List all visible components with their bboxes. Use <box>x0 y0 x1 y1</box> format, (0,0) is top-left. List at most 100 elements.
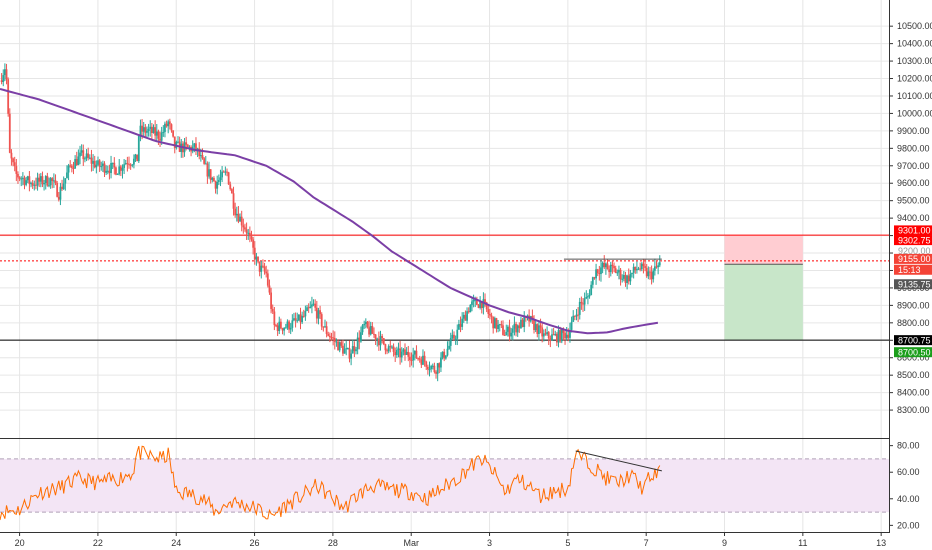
candle-body <box>198 148 201 156</box>
candle-body <box>397 348 400 350</box>
candle-body <box>8 113 11 153</box>
price-tick-label: 10000.00 <box>897 108 932 118</box>
candle-body <box>239 216 241 222</box>
candle-body <box>531 316 534 320</box>
price-tick-label: 8500.00 <box>897 370 930 380</box>
candle-body <box>61 186 63 190</box>
candle-body <box>498 324 501 326</box>
candle-body <box>570 321 573 330</box>
candle-body <box>129 164 132 166</box>
candle-body <box>569 329 571 338</box>
candle-body <box>348 348 351 359</box>
price-badge-label: 8700.50 <box>898 347 931 357</box>
candle-body <box>137 135 140 162</box>
candle-body <box>262 265 264 267</box>
candle-body <box>115 167 117 175</box>
candle-body <box>250 236 253 240</box>
candle-body <box>391 346 393 348</box>
candle-body <box>335 341 338 343</box>
candle-body <box>270 292 272 309</box>
candle-body <box>136 154 139 162</box>
candle-body <box>420 359 423 365</box>
candle-body <box>159 138 161 141</box>
candle-body <box>216 182 219 189</box>
candle-body <box>567 334 570 338</box>
rsi-pane[interactable] <box>0 439 889 532</box>
candle-body <box>289 327 292 330</box>
candle-body <box>538 325 540 334</box>
rsi-trend-line[interactable] <box>575 450 662 472</box>
candle-body <box>639 268 642 270</box>
candle-body <box>492 316 495 329</box>
rsi-axis[interactable]: 80.00 60.00 40.00 20.00 <box>889 441 920 531</box>
candle-body <box>88 157 91 159</box>
candle-body <box>343 349 346 354</box>
candle-body <box>575 314 578 317</box>
candle-body <box>444 355 447 359</box>
candle-body <box>466 311 468 321</box>
candle-body <box>451 334 454 339</box>
candle-body <box>338 342 341 351</box>
candle-body <box>511 328 514 333</box>
candle-body <box>111 162 114 164</box>
candle-body <box>95 164 98 168</box>
candle-body <box>479 301 482 308</box>
candle-body <box>307 307 310 309</box>
candle-body <box>374 334 377 340</box>
candle-body <box>155 131 158 136</box>
candle-body <box>552 334 555 336</box>
candle-body <box>475 299 478 305</box>
time-axis[interactable]: 20 22 24 26 28 Mar 3 5 7 9 11 13 <box>15 532 887 548</box>
candle-body <box>371 326 374 334</box>
candle-body <box>436 363 439 374</box>
candle-body <box>392 346 395 352</box>
candle-body <box>247 232 250 234</box>
candle-body <box>21 177 24 179</box>
candle-body <box>497 324 499 329</box>
candle-body <box>449 338 452 346</box>
candle-body <box>647 271 650 277</box>
candle-body <box>389 346 392 348</box>
candle-body <box>185 142 188 145</box>
candle-body <box>103 163 106 173</box>
candle-body <box>506 326 509 332</box>
candle-body <box>237 213 240 222</box>
candle-body <box>134 154 137 159</box>
rsi-line[interactable] <box>0 445 661 521</box>
candle-body <box>177 141 179 143</box>
price-badge <box>894 335 932 346</box>
price-tick-label: 8900.00 <box>897 300 930 310</box>
candle-body <box>64 178 67 184</box>
candle-body <box>57 196 60 200</box>
candle-body <box>273 311 276 326</box>
candle-body <box>17 173 19 178</box>
candle-body <box>533 319 535 330</box>
candle-body <box>652 270 655 280</box>
candle-body <box>430 366 433 370</box>
candle-body <box>108 170 111 174</box>
candle-body <box>410 359 413 361</box>
candle-body <box>101 163 104 167</box>
candle-body <box>554 333 557 335</box>
candle-body <box>168 121 171 125</box>
candle-body <box>484 299 486 303</box>
candle-body <box>245 229 248 234</box>
candle-body <box>283 327 286 331</box>
candle-body <box>489 313 491 316</box>
stop-loss-zone[interactable] <box>724 235 803 265</box>
candle-body <box>464 314 467 321</box>
candle-body <box>405 351 408 355</box>
candle-body <box>248 232 251 237</box>
candle-body <box>536 324 539 334</box>
candle-body <box>650 272 653 280</box>
candle-body <box>580 301 583 304</box>
moving-average-line[interactable] <box>0 88 659 335</box>
take-profit-zone[interactable] <box>724 264 803 341</box>
candle-body <box>97 160 99 165</box>
candle-body <box>361 325 364 333</box>
candle-body <box>624 274 627 283</box>
candle-body <box>90 157 93 164</box>
price-tick-label: 8300.00 <box>897 405 930 415</box>
price-pane[interactable] <box>0 0 889 438</box>
